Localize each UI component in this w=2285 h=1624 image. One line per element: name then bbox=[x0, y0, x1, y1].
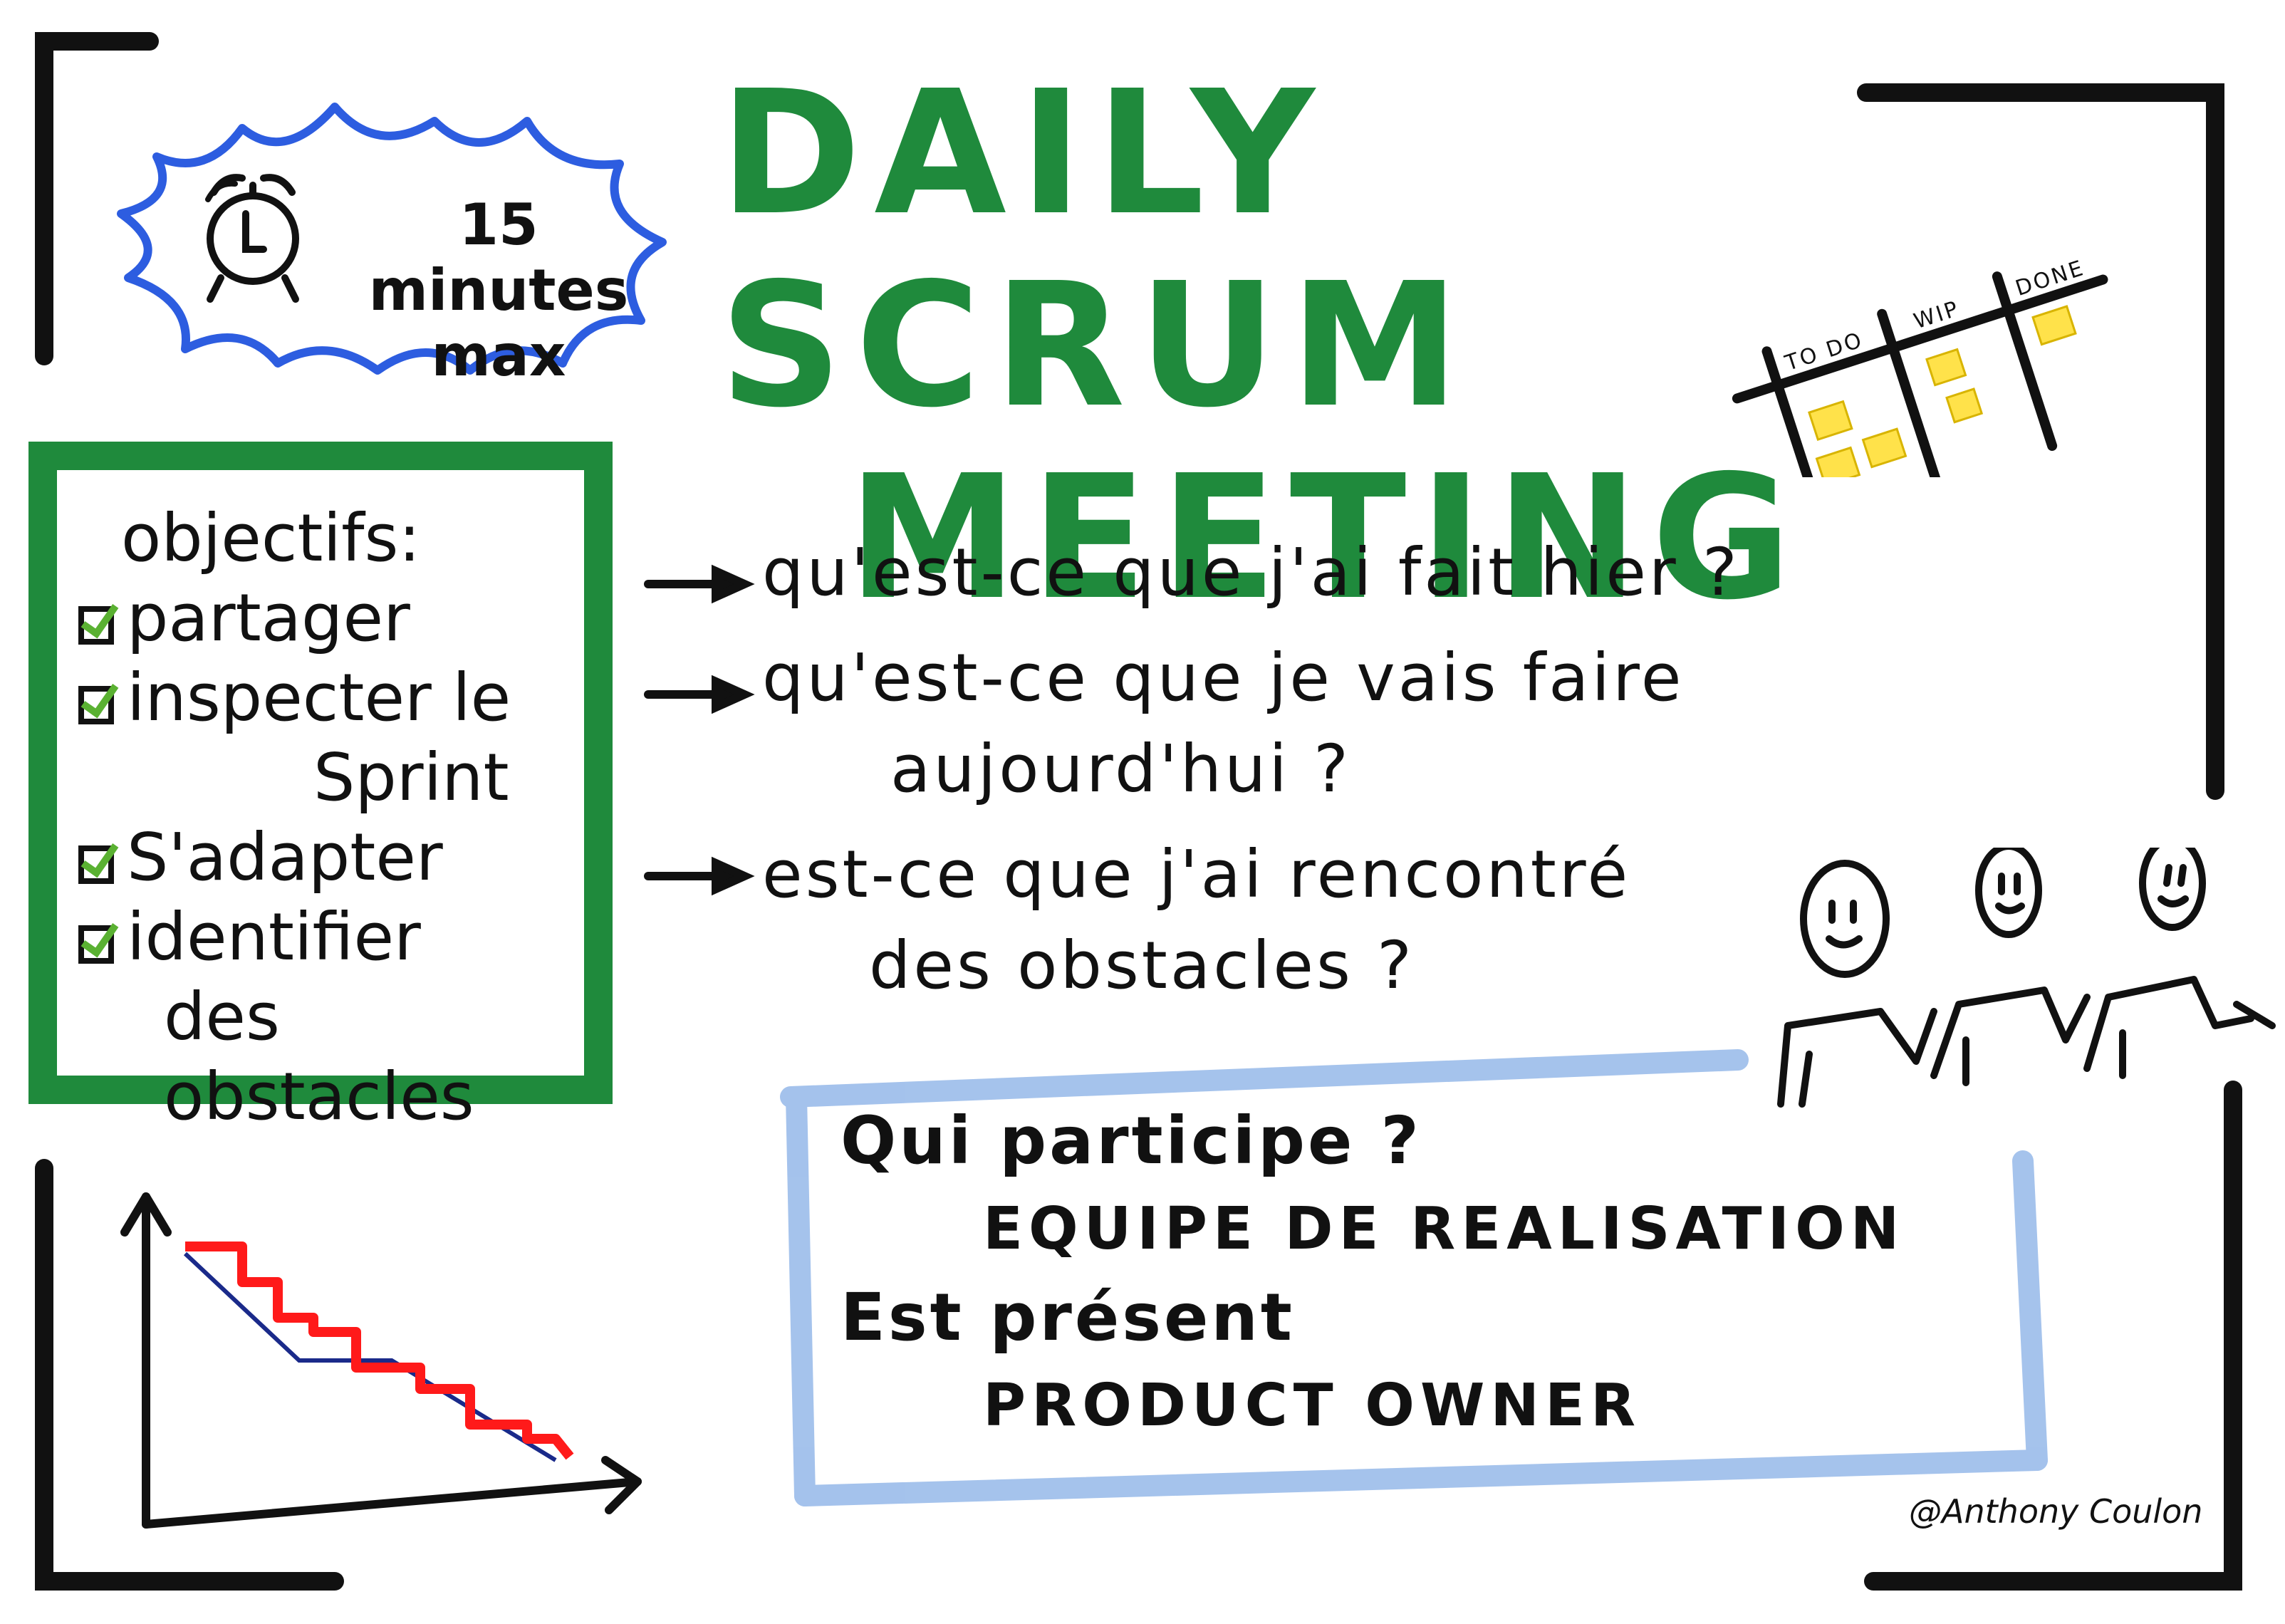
author-credit: @Anthony Coulon bbox=[1909, 1492, 2203, 1531]
question-2: qu'est-ce que je vais faire bbox=[762, 640, 1685, 716]
objective-label: S'adapter bbox=[127, 819, 443, 895]
participants-answer: EQUIPE DE REALISATION bbox=[983, 1195, 1905, 1263]
participants-box bbox=[780, 1049, 2048, 1506]
checkbox-checked-icon bbox=[78, 606, 114, 645]
objective-label: identifier bbox=[127, 899, 421, 975]
sticky-note bbox=[1815, 446, 1861, 477]
objective-item: inspecter le bbox=[78, 658, 591, 738]
alarm-clock-icon bbox=[205, 174, 299, 303]
question-3: est-ce que j'ai rencontré bbox=[762, 836, 1631, 912]
question-2-cont: aujourd'hui ? bbox=[890, 731, 1351, 807]
burndown-chart-icon bbox=[120, 1192, 642, 1529]
presence-question: Est présent bbox=[840, 1279, 1295, 1355]
title-line-1: DAILY SCRUM bbox=[719, 53, 1473, 445]
timer-label: 15 minutes max bbox=[335, 192, 662, 389]
sticky-note bbox=[1925, 348, 1967, 387]
question-arrows bbox=[644, 564, 755, 896]
timer-bubble bbox=[117, 103, 667, 375]
objective-item-continuation: Sprint bbox=[313, 739, 509, 816]
objectives-box bbox=[28, 442, 613, 1104]
objectives-heading: objectifs: bbox=[121, 500, 421, 576]
question-3-cont: des obstacles ? bbox=[869, 927, 1415, 1004]
kanban-board-icon: TO DO WIP DONE bbox=[1732, 256, 2108, 477]
title-line-2: MEETING bbox=[848, 438, 1805, 637]
checkbox-checked-icon bbox=[78, 845, 114, 884]
objective-item: identifier bbox=[78, 897, 591, 977]
objectives-list: objectifs: partager inspecter le Sprint … bbox=[78, 499, 591, 1137]
team-people-icon bbox=[1777, 848, 2276, 1108]
timer-line-2: max bbox=[431, 323, 566, 389]
checkbox-checked-icon bbox=[78, 925, 114, 964]
participants-text: Qui participe ? EQUIPE DE REALISATION Es… bbox=[840, 1097, 1980, 1450]
objective-label: partager bbox=[127, 580, 410, 656]
timer-line-1: 15 minutes bbox=[368, 192, 629, 323]
sticky-note bbox=[1808, 400, 1853, 442]
objective-item: S'adapter bbox=[78, 818, 591, 897]
objective-label: inspecter le bbox=[127, 660, 511, 736]
objective-item-continuation: des obstacles bbox=[164, 979, 474, 1135]
actual-line bbox=[185, 1242, 574, 1460]
question-1: qu'est-ce que j'ai fait hier ? bbox=[762, 534, 1740, 610]
sticky-note bbox=[1861, 427, 1907, 469]
sticky-note bbox=[1945, 387, 1984, 424]
page-title: DAILY SCRUM MEETING bbox=[719, 57, 1859, 634]
participants-question: Qui participe ? bbox=[840, 1103, 1422, 1179]
objective-item: partager bbox=[78, 578, 591, 658]
questions: qu'est-ce que j'ai fait hier ? qu'est-ce… bbox=[762, 527, 1902, 1011]
checkbox-checked-icon bbox=[78, 686, 114, 724]
presence-answer: PRODUCT OWNER bbox=[983, 1372, 1642, 1440]
sticky-note bbox=[2031, 305, 2077, 346]
